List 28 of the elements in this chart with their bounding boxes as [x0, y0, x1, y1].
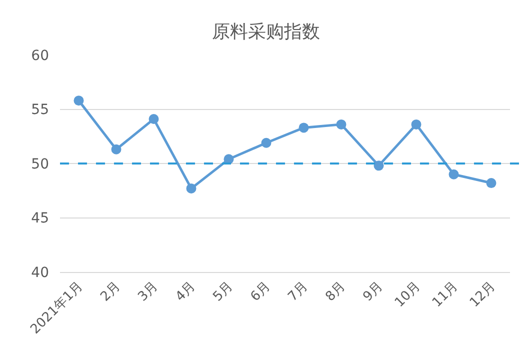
- y-tick-label: 40: [31, 264, 49, 281]
- x-tick-label: 7月: [286, 278, 312, 305]
- point: [148, 114, 159, 124]
- y-tick-label: 60: [31, 48, 49, 64]
- point: [186, 183, 196, 194]
- y-tick-label: 45: [31, 210, 49, 227]
- point: [448, 169, 459, 180]
- x-tick-label: 3月: [136, 278, 162, 305]
- x-tick-label: 6月: [248, 278, 274, 305]
- point: [336, 119, 346, 130]
- x-tick-label: 11月: [430, 278, 462, 310]
- x-tick-label: 8月: [323, 278, 349, 305]
- x-tick-label: 5月: [210, 278, 236, 305]
- point: [74, 96, 84, 106]
- x-tick-label: 12月: [467, 278, 499, 310]
- point: [486, 178, 496, 188]
- point: [111, 144, 122, 154]
- x-tick-label: 2月: [98, 278, 124, 305]
- x-tick-label: 9月: [360, 278, 386, 305]
- point: [374, 160, 384, 171]
- point: [298, 122, 309, 133]
- point: [411, 119, 422, 130]
- point: [261, 138, 272, 148]
- chart-title: 原料采购指数: [212, 22, 320, 43]
- x-tick-label: 10月: [392, 278, 424, 310]
- x-tick-label: 4月: [173, 278, 199, 305]
- y-tick-label: 50: [31, 156, 49, 172]
- y-tick-label: 55: [31, 102, 49, 118]
